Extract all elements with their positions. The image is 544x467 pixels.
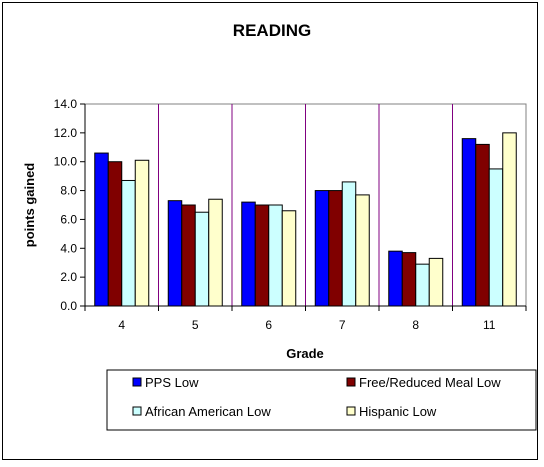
x-tick-label: 5 — [192, 318, 199, 332]
y-tick-label: 10.0 — [54, 155, 78, 169]
legend-label: Hispanic Low — [359, 404, 437, 419]
y-tick-label: 2.0 — [60, 270, 77, 284]
y-tick-label: 14.0 — [54, 97, 78, 111]
bar — [428, 257, 444, 307]
bar — [121, 179, 136, 307]
y-axis-label: points gained — [22, 163, 37, 248]
y-tick-label: 12.0 — [54, 126, 78, 140]
bar — [415, 263, 430, 307]
x-tick-label: 8 — [412, 318, 419, 332]
legend-swatch — [132, 406, 142, 416]
bar — [254, 204, 270, 307]
bar — [241, 201, 256, 307]
y-tick-label: 8.0 — [60, 184, 77, 198]
bar — [488, 168, 504, 307]
legend-swatch — [346, 406, 356, 416]
legend-label: African American Low — [145, 404, 271, 419]
x-tick-label: 7 — [339, 318, 346, 332]
bar — [341, 181, 357, 307]
bar — [475, 143, 490, 307]
x-tick-label: 4 — [118, 318, 125, 332]
bar — [94, 152, 109, 307]
bar — [194, 211, 210, 307]
bar — [281, 210, 297, 307]
legend-box — [106, 369, 537, 431]
bar — [461, 138, 477, 307]
bar — [268, 204, 283, 307]
y-tick-label: 6.0 — [60, 212, 77, 226]
legend-swatch — [132, 377, 142, 387]
bar — [314, 190, 330, 307]
bar — [328, 190, 343, 307]
x-axis-label: Grade — [286, 346, 324, 361]
y-tick-label: 0.0 — [60, 299, 77, 313]
legend-label: PPS Low — [145, 375, 199, 390]
x-tick-label: 6 — [265, 318, 272, 332]
x-tick-label: 11 — [483, 318, 496, 332]
bar — [355, 194, 370, 307]
bar — [388, 250, 403, 307]
bar — [208, 198, 223, 307]
y-tick-label: 4.0 — [60, 241, 77, 255]
chart-title: READING — [233, 21, 311, 40]
bar — [134, 159, 150, 307]
legend-label: Free/Reduced Meal Low — [359, 375, 501, 390]
bar — [167, 200, 183, 307]
bar — [401, 252, 417, 307]
bar — [107, 161, 123, 307]
bar — [181, 204, 196, 307]
bar — [502, 132, 517, 307]
legend-swatch — [346, 377, 356, 387]
